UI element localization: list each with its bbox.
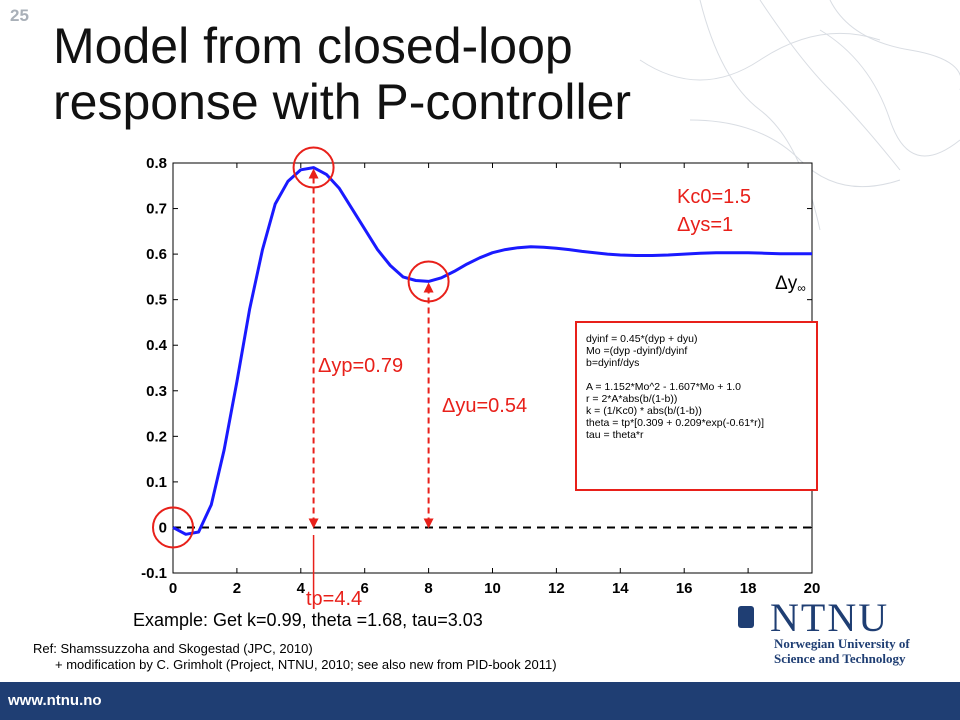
y-tick-label: 0.1 bbox=[146, 474, 167, 491]
dyp-label: Δyp=0.79 bbox=[318, 355, 404, 377]
slide-title-line-2: response with P-controller bbox=[53, 74, 632, 130]
example-result: Example: Get k=0.99, theta =1.68, tau=3.… bbox=[133, 610, 483, 630]
formula-line: Mo =(dyp -dyinf)/dyinf bbox=[586, 345, 688, 357]
x-tick-label: 18 bbox=[740, 580, 757, 597]
y-tick-label: 0.3 bbox=[146, 383, 167, 400]
formula-line: b=dyinf/dys bbox=[586, 357, 640, 369]
formula-line: dyinf = 0.45*(dyp + dyu) bbox=[586, 333, 698, 345]
formula-line bbox=[586, 369, 808, 381]
reference: Ref: Shamssuzzoha and Skogestad (JPC, 20… bbox=[33, 641, 557, 673]
formula-line: r = 2*A*abs(b/(1-b)) bbox=[586, 393, 678, 405]
formula-line: A = 1.152*Mo^2 - 1.607*Mo + 1.0 bbox=[586, 381, 741, 393]
formula-line: tau = theta*r bbox=[586, 429, 644, 441]
x-tick-label: 12 bbox=[548, 580, 565, 597]
ntnu-logo: NTNU Norwegian University of Science and… bbox=[738, 595, 938, 670]
ntnu-logo-subtitle-line-1: Norwegian University of bbox=[774, 636, 910, 651]
y-tick-label: 0.6 bbox=[146, 246, 167, 263]
dys-label: Δys=1 bbox=[677, 214, 734, 236]
x-tick-label: 10 bbox=[484, 580, 501, 597]
dy-infinity-sub: ∞ bbox=[797, 281, 806, 295]
slide-title-line-1: Model from closed-loop bbox=[53, 18, 573, 74]
formula-line: k = (1/Kc0) * abs(b/(1-b)) bbox=[586, 405, 702, 417]
formula-line: theta = tp*[0.309 + 0.209*exp(-0.61*r)] bbox=[586, 417, 765, 429]
tp-label: tp=4.4 bbox=[306, 588, 363, 610]
x-tick-label: 16 bbox=[676, 580, 693, 597]
point-marker bbox=[292, 146, 335, 189]
slide-number: 25 bbox=[10, 6, 29, 25]
y-tick-label: 0.7 bbox=[146, 201, 167, 218]
dyu-label: Δyu=0.54 bbox=[442, 395, 528, 417]
y-tick-label: 0.8 bbox=[146, 155, 167, 172]
dy-infinity-base: Δy bbox=[775, 273, 798, 294]
x-tick-label: 2 bbox=[233, 580, 241, 597]
ntnu-logo-subtitle-line-2: Science and Technology bbox=[774, 651, 906, 666]
footer-bar: www.ntnu.no bbox=[0, 682, 960, 720]
dy-infinity-label: Δy∞ bbox=[775, 273, 806, 295]
y-tick-label: -0.1 bbox=[141, 565, 167, 582]
y-tick-label: 0.4 bbox=[146, 337, 168, 354]
x-tick-label: 0 bbox=[169, 580, 177, 597]
reference-line-2: + modification by C. Grimholt (Project, … bbox=[55, 657, 557, 672]
x-tick-label: 20 bbox=[804, 580, 821, 597]
ntnu-logo-subtitle: Norwegian University of Science and Tech… bbox=[774, 636, 910, 666]
x-tick-label: 4 bbox=[297, 580, 306, 597]
ntnu-logo-mark bbox=[738, 606, 754, 628]
x-tick-label: 6 bbox=[361, 580, 369, 597]
formula-box: dyinf = 0.45*(dyp + dyu) Mo =(dyp -dyinf… bbox=[575, 321, 818, 491]
kc0-label: Kc0=1.5 bbox=[677, 186, 751, 208]
footer-url: www.ntnu.no bbox=[8, 692, 102, 709]
slide-title: Model from closed-loop response with P-c… bbox=[53, 18, 693, 130]
y-tick-label: 0.2 bbox=[146, 428, 167, 445]
x-tick-label: 14 bbox=[612, 580, 629, 597]
reference-line-1: Ref: Shamssuzzoha and Skogestad (JPC, 20… bbox=[33, 641, 313, 656]
y-tick-label: 0.5 bbox=[146, 292, 167, 309]
point-marker bbox=[152, 506, 194, 549]
ntnu-logo-word: NTNU bbox=[770, 595, 890, 640]
response-curve bbox=[172, 166, 812, 536]
x-tick-label: 8 bbox=[424, 580, 432, 597]
point-marker bbox=[407, 260, 450, 303]
y-tick-label: 0 bbox=[159, 519, 167, 536]
